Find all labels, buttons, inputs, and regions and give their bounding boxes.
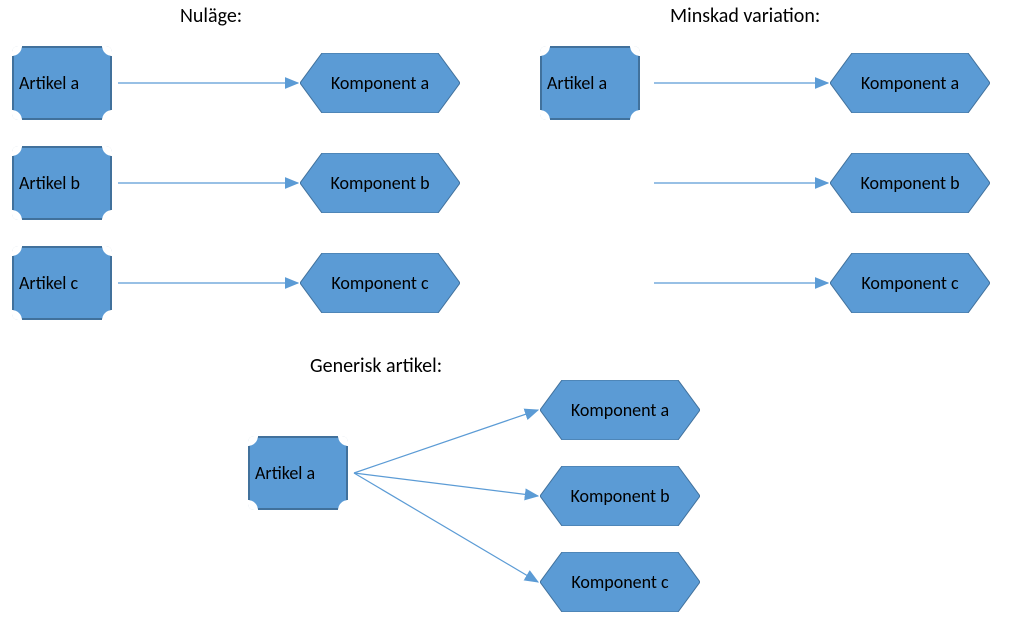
component-node: Komponent b	[540, 466, 700, 526]
article-node: Artikel a	[12, 46, 112, 120]
component-node: Komponent a	[300, 53, 460, 113]
component-node: Komponent c	[300, 253, 460, 313]
component-node: Komponent c	[540, 552, 700, 612]
article-label: Artikel c	[19, 272, 78, 294]
section-title-minskad: Minskad variation:	[670, 4, 820, 28]
article-label: Artikel a	[19, 72, 79, 94]
component-node: Komponent b	[830, 153, 990, 213]
component-label: Komponent c	[331, 272, 428, 294]
section-title-nulage: Nuläge:	[180, 4, 242, 28]
component-node: Komponent b	[300, 153, 460, 213]
section-title-generisk: Generisk artikel:	[310, 354, 442, 378]
article-label: Artikel a	[255, 462, 315, 484]
component-label: Komponent c	[861, 272, 958, 294]
article-label: Artikel a	[547, 72, 607, 94]
component-label: Komponent a	[861, 72, 959, 94]
article-node: Artikel a	[248, 436, 348, 510]
article-node: Artikel c	[12, 246, 112, 320]
diagram-stage: Nuläge: Minskad variation: Generisk arti…	[0, 0, 1024, 641]
article-node: Artikel a	[540, 46, 640, 120]
component-label: Komponent b	[860, 172, 959, 194]
component-label: Komponent b	[570, 485, 669, 507]
component-label: Komponent a	[571, 399, 669, 421]
component-node: Komponent a	[830, 53, 990, 113]
article-node: Artikel b	[12, 146, 112, 220]
component-node: Komponent a	[540, 380, 700, 440]
component-label: Komponent a	[331, 72, 429, 94]
component-node: Komponent c	[830, 253, 990, 313]
component-label: Komponent b	[330, 172, 429, 194]
article-label: Artikel b	[19, 172, 80, 194]
component-label: Komponent c	[571, 571, 668, 593]
